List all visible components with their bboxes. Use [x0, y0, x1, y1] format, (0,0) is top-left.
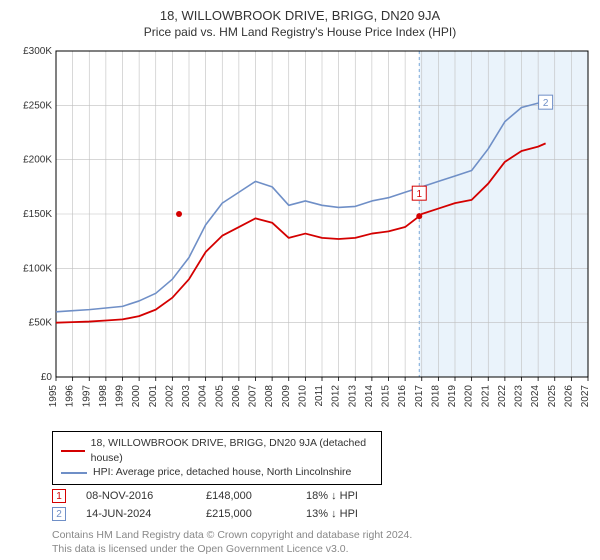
svg-text:2024: 2024 [530, 385, 541, 408]
svg-text:1996: 1996 [65, 385, 76, 408]
transaction-price: £215,000 [206, 508, 286, 520]
transaction-row: 2 14-JUN-2024 £215,000 13% ↓ HPI [52, 507, 590, 521]
svg-text:2006: 2006 [231, 385, 242, 408]
svg-text:2019: 2019 [447, 385, 458, 408]
transaction-price: £148,000 [206, 490, 286, 502]
svg-text:2020: 2020 [464, 385, 475, 408]
footer-line: Contains HM Land Registry data © Crown c… [52, 529, 590, 543]
svg-text:2003: 2003 [181, 385, 192, 408]
svg-text:2: 2 [543, 98, 549, 109]
svg-text:2011: 2011 [314, 385, 325, 407]
transaction-row: 1 08-NOV-2016 £148,000 18% ↓ HPI [52, 489, 590, 503]
svg-text:£150K: £150K [23, 209, 52, 220]
price-chart: £0 £50K £100K £150K £200K £250K £300K 1995 1996 1… [10, 45, 590, 425]
transaction-delta: 13% ↓ HPI [306, 508, 358, 520]
svg-text:2013: 2013 [347, 385, 358, 408]
transaction-date: 08-NOV-2016 [86, 490, 186, 502]
legend-swatch [61, 450, 85, 452]
svg-text:£200K: £200K [23, 155, 52, 166]
svg-text:2025: 2025 [547, 385, 558, 408]
footer-line: This data is licensed under the Open Gov… [52, 543, 590, 557]
svg-text:2012: 2012 [331, 385, 342, 408]
transaction-marker: 1 [52, 489, 66, 503]
page-subtitle: Price paid vs. HM Land Registry's House … [10, 25, 590, 39]
svg-text:£50K: £50K [29, 318, 53, 329]
svg-text:1997: 1997 [81, 385, 92, 408]
transaction-date: 14-JUN-2024 [86, 508, 186, 520]
svg-text:£100K: £100K [23, 263, 52, 274]
footer: Contains HM Land Registry data © Crown c… [52, 529, 590, 556]
page-title: 18, WILLOWBROOK DRIVE, BRIGG, DN20 9JA [10, 8, 590, 23]
svg-text:2008: 2008 [264, 385, 275, 408]
chart-svg: £0 £50K £100K £150K £200K £250K £300K 1995 1996 1… [10, 45, 590, 425]
svg-text:2018: 2018 [430, 385, 441, 408]
svg-text:2009: 2009 [281, 385, 292, 408]
svg-text:2004: 2004 [198, 385, 209, 408]
transaction-marker: 2 [52, 507, 66, 521]
svg-text:2007: 2007 [248, 385, 259, 408]
svg-text:2002: 2002 [164, 385, 175, 408]
legend-label: 18, WILLOWBROOK DRIVE, BRIGG, DN20 9JA (… [91, 436, 373, 465]
svg-text:2000: 2000 [131, 385, 142, 408]
svg-text:2010: 2010 [297, 385, 308, 408]
svg-text:£250K: £250K [23, 100, 52, 111]
legend-row: 18, WILLOWBROOK DRIVE, BRIGG, DN20 9JA (… [61, 436, 373, 465]
svg-text:1999: 1999 [115, 385, 126, 408]
svg-text:2021: 2021 [480, 385, 491, 408]
svg-text:2015: 2015 [381, 385, 392, 408]
svg-text:2022: 2022 [497, 385, 508, 408]
svg-text:1: 1 [416, 189, 422, 200]
svg-text:1998: 1998 [98, 385, 109, 408]
legend: 18, WILLOWBROOK DRIVE, BRIGG, DN20 9JA (… [52, 431, 382, 485]
svg-text:2001: 2001 [148, 385, 159, 408]
svg-text:£0: £0 [41, 372, 53, 383]
legend-row: HPI: Average price, detached house, Nort… [61, 465, 373, 480]
svg-text:2005: 2005 [214, 385, 225, 408]
svg-text:1995: 1995 [48, 385, 59, 408]
svg-text:2027: 2027 [580, 385, 590, 408]
legend-label: HPI: Average price, detached house, Nort… [93, 465, 351, 480]
legend-swatch [61, 472, 87, 474]
svg-text:2026: 2026 [563, 385, 574, 408]
svg-text:2014: 2014 [364, 385, 375, 408]
svg-text:2017: 2017 [414, 385, 425, 408]
svg-text:2016: 2016 [397, 385, 408, 408]
transaction-delta: 18% ↓ HPI [306, 490, 358, 502]
svg-text:£300K: £300K [23, 46, 52, 57]
svg-text:2023: 2023 [514, 385, 525, 408]
